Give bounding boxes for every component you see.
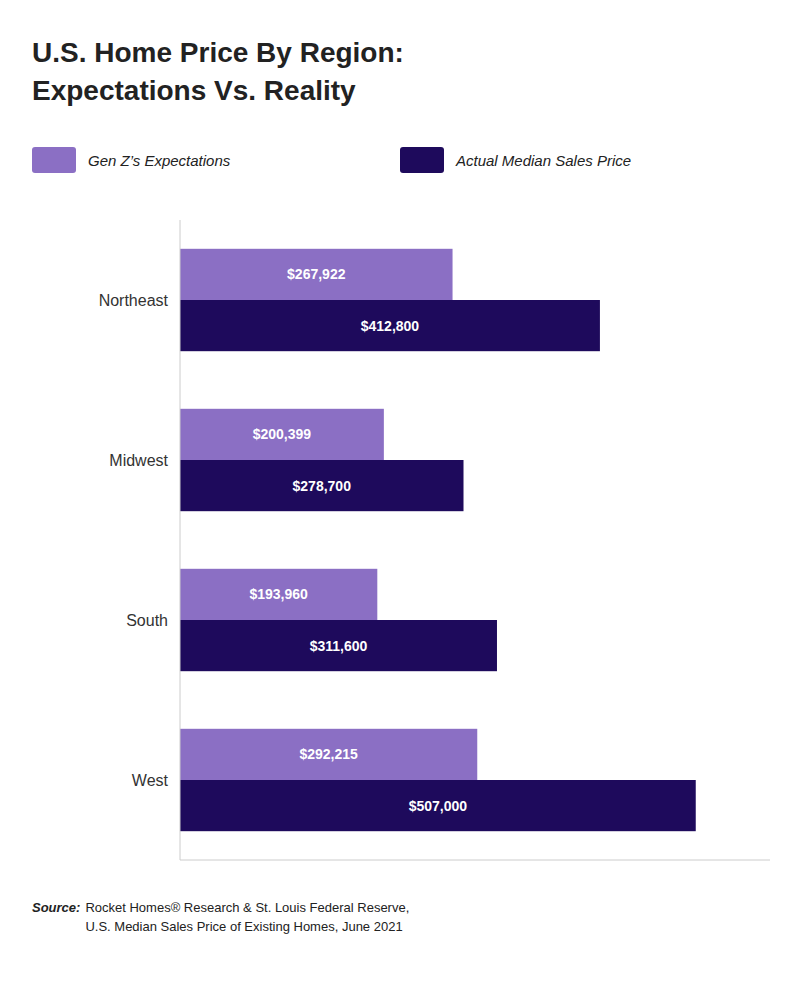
bar [180, 569, 377, 620]
bar [180, 460, 464, 511]
legend-item: Gen Z’s Expectations [32, 147, 231, 173]
bar [180, 780, 696, 831]
data-label: $193,960 [249, 586, 308, 602]
source-label: Source: [32, 900, 80, 915]
data-label: $507,000 [409, 798, 468, 814]
legend-swatch [32, 147, 76, 173]
bar [180, 249, 453, 300]
legend-item: Actual Median Sales Price [400, 147, 631, 173]
source: Source: Rocket Homes® Research & St. Loui… [32, 900, 409, 934]
y-tick-label: Northeast [99, 292, 169, 309]
data-label: $412,800 [361, 318, 420, 334]
bar [180, 620, 497, 671]
y-axis: Northeast Midwest South West [99, 292, 169, 789]
data-labels: $267,922 $412,800 $200,399 $278,700 $193,960… [249, 266, 467, 813]
legend-label: Gen Z’s Expectations [88, 152, 231, 169]
bar [180, 300, 600, 351]
data-label: $278,700 [293, 478, 352, 494]
y-tick-label: South [126, 612, 168, 629]
bar [180, 729, 477, 780]
legend-label: Actual Median Sales Price [455, 152, 631, 169]
source-text: Rocket Homes® Research & St. Louis Feder… [85, 900, 409, 934]
data-label: $200,399 [253, 426, 312, 442]
data-label: $267,922 [287, 266, 346, 282]
y-tick-label: West [132, 772, 169, 789]
subtitle: Expectations Vs. Reality [32, 75, 356, 106]
x-axis-line [180, 860, 770, 861]
y-tick-label: Midwest [109, 452, 168, 469]
data-label: $292,215 [299, 746, 358, 762]
title: U.S. Home Price By Region: [32, 37, 404, 68]
data-label: $311,600 [310, 638, 368, 654]
legend-swatch [400, 147, 444, 173]
bars [180, 249, 696, 831]
source-line: U.S. Median Sales Price of Existing Home… [85, 919, 402, 934]
bar [180, 409, 384, 460]
y-axis-line [180, 220, 181, 860]
source-line: Rocket Homes® Research & St. Louis Feder… [85, 900, 409, 915]
chart: U.S. Home Price By Region: Expectations V… [0, 0, 800, 996]
